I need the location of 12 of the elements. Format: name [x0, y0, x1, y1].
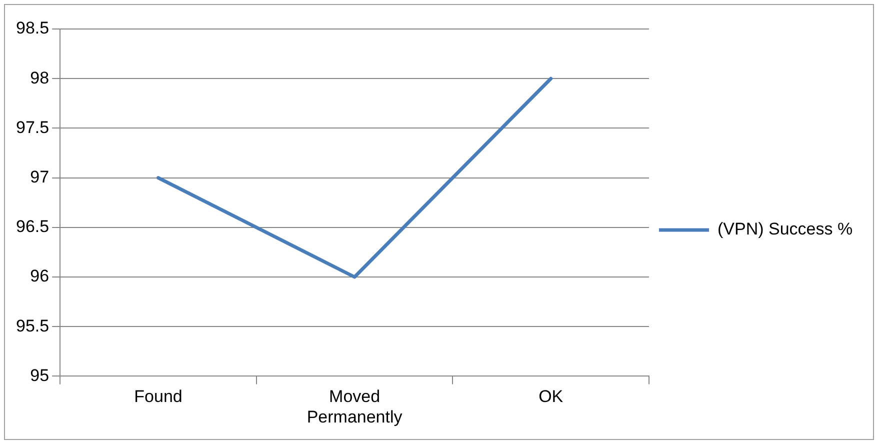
y-tick-label: 97.5: [16, 118, 50, 137]
y-tick-label: 95.5: [16, 316, 50, 336]
y-tick-label: 98.5: [16, 18, 50, 38]
x-tick-label: Found: [134, 387, 182, 406]
y-tick-label: 96.5: [16, 217, 50, 236]
x-tick-label: OK: [538, 387, 564, 406]
y-tick-label: 98: [30, 68, 50, 88]
y-tick-label: 96: [30, 266, 50, 286]
legend-label: (VPN) Success %: [718, 220, 853, 239]
y-tick-label: 97: [30, 167, 50, 186]
x-tick-label: Moved Permanently: [306, 387, 403, 426]
y-tick-label: 95: [30, 366, 50, 385]
